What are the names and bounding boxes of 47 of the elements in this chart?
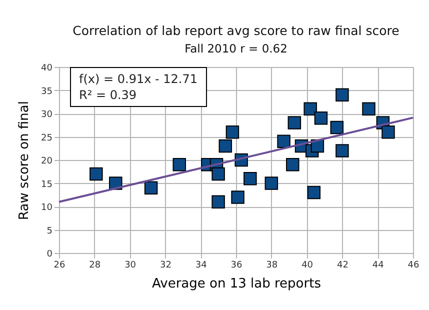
point — [231, 190, 244, 204]
point — [314, 112, 328, 125]
point — [336, 88, 349, 102]
point — [277, 134, 290, 148]
point — [307, 186, 321, 200]
point — [212, 195, 225, 208]
x-tick-label: 40 — [302, 260, 314, 270]
x-tick-label: 36 — [230, 260, 242, 270]
y-tick-label: 30 — [41, 110, 53, 120]
y-tick-label: 5 — [46, 226, 52, 236]
y-tick-label: 40 — [41, 64, 53, 74]
point — [226, 125, 240, 139]
point — [330, 120, 344, 134]
x-tick-label: 34 — [195, 260, 208, 270]
y-tick-label: 15 — [41, 180, 52, 190]
y-tick-label: 20 — [41, 156, 53, 166]
y-tick-label: 35 — [41, 86, 52, 97]
annotation: R² = 0.39 — [79, 87, 138, 103]
point — [336, 144, 349, 158]
y-tick-label: 10 — [41, 203, 53, 213]
x-tick-label: 38 — [266, 260, 278, 270]
x-axis-title: Average on 13 lab reports — [152, 276, 322, 292]
point — [90, 167, 103, 181]
x-tick-label: 42 — [336, 260, 348, 270]
y-tick-label: 25 — [41, 133, 52, 144]
point — [212, 167, 225, 181]
annotation: f(x) = 0.91x - 12.71 — [79, 71, 198, 87]
point — [304, 102, 317, 116]
x-tick-label: 44 — [372, 260, 384, 270]
x-tick-label: 46 — [408, 260, 420, 270]
point — [172, 158, 186, 172]
point — [362, 102, 376, 116]
chart-subtitle: Fall 2010 r = 0.62 — [184, 42, 288, 56]
x-tick-label: 26 — [54, 260, 66, 270]
y-tick-label: 0 — [46, 250, 53, 260]
point — [288, 116, 302, 130]
x-tick-label: 30 — [124, 260, 136, 270]
y-axis-title: Raw score on final — [17, 101, 32, 220]
x-tick-label: 28 — [89, 260, 101, 270]
point — [286, 158, 300, 172]
point — [382, 125, 395, 139]
chart-title: Correlation of lab report avg score to raw final score — [72, 23, 400, 38]
point — [218, 139, 232, 153]
point — [144, 181, 158, 195]
point — [244, 172, 257, 186]
point — [264, 176, 278, 190]
x-tick-label: 32 — [160, 260, 172, 270]
